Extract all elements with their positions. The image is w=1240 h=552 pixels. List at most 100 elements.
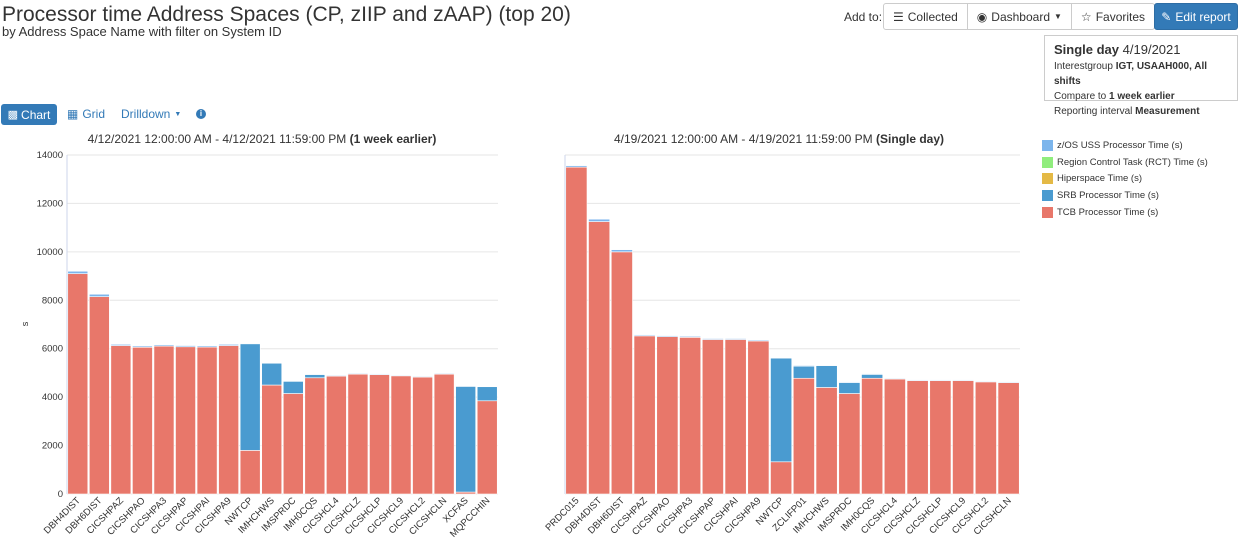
bar-segment[interactable] [974, 381, 997, 495]
bar-segment[interactable] [610, 251, 633, 495]
bar-segment[interactable] [724, 339, 747, 495]
bar-segment[interactable] [304, 377, 326, 495]
legend-item[interactable]: Region Control Task (RCT) Time (s) [1042, 154, 1238, 171]
bar-segment[interactable] [656, 335, 679, 337]
collected-button[interactable]: ☰ Collected [883, 3, 968, 30]
edit-icon: ✎ [1161, 9, 1172, 24]
bar-segment[interactable] [476, 400, 498, 495]
bar-segment[interactable] [347, 373, 369, 375]
bar-segment[interactable] [929, 380, 952, 495]
drilldown-button[interactable]: Drilldown ▼ [121, 107, 181, 121]
bar-segment[interactable] [974, 380, 997, 383]
bar-segment[interactable] [565, 166, 588, 495]
bar-segment[interactable] [175, 345, 196, 348]
bar-segment[interactable] [679, 336, 702, 338]
bar-segment[interactable] [175, 346, 196, 495]
info-icon[interactable]: i [196, 109, 206, 119]
bar-segment[interactable] [369, 373, 390, 375]
bar-segment[interactable] [455, 386, 476, 493]
bar-segment[interactable] [701, 339, 724, 495]
bar-segment[interactable] [997, 381, 1020, 383]
bar-segment[interactable] [390, 375, 412, 495]
bar-segment[interactable] [906, 379, 929, 381]
bar-segment[interactable] [838, 381, 861, 383]
bar-segment[interactable] [952, 380, 975, 495]
bar-segment[interactable] [929, 379, 952, 381]
bar-segment[interactable] [633, 335, 656, 495]
bar-segment[interactable] [153, 345, 175, 495]
bar-segment[interactable] [476, 386, 498, 402]
bar-segment[interactable] [861, 377, 884, 495]
bar-segment[interactable] [239, 343, 261, 451]
edit-report-button[interactable]: ✎ Edit report [1154, 3, 1238, 30]
bar-segment[interactable] [679, 337, 702, 495]
bar-segment[interactable] [588, 218, 611, 222]
chart-title-text: 4/19/2021 12:00:00 AM - 4/19/2021 11:59:… [614, 132, 876, 146]
bar-segment[interactable] [132, 346, 153, 495]
bar-segment[interactable] [239, 450, 261, 495]
chart-view-button[interactable]: ▩ Chart [1, 104, 57, 125]
bar-segment[interactable] [792, 365, 815, 379]
bar-segment[interactable] [588, 221, 611, 495]
bar-segment[interactable] [997, 382, 1020, 495]
bar-segment[interactable] [838, 382, 861, 394]
bar-segment[interactable] [770, 461, 793, 495]
bar-segment[interactable] [282, 381, 304, 394]
bar-segment[interactable] [792, 377, 815, 495]
bar-segment[interactable] [196, 346, 218, 495]
bar-segment[interactable] [347, 373, 369, 495]
bar-segment[interactable] [815, 387, 838, 495]
bar-segment[interactable] [282, 393, 304, 495]
bar-segment[interactable] [153, 344, 175, 347]
legend-item[interactable]: Hiperspace Time (s) [1042, 170, 1238, 187]
bar-segment[interactable] [656, 336, 679, 495]
grid-view-button[interactable]: ▦ Grid [67, 107, 105, 121]
bar-segment[interactable] [633, 334, 656, 337]
bar-segment[interactable] [861, 373, 884, 375]
legend-item[interactable]: TCB Processor Time (s) [1042, 204, 1238, 221]
bar-segment[interactable] [747, 340, 770, 495]
legend-label: SRB Processor Time (s) [1057, 189, 1159, 201]
legend-item[interactable]: z/OS USS Processor Time (s) [1042, 137, 1238, 154]
bar-segment[interactable] [110, 345, 132, 495]
bar-segment[interactable] [110, 344, 132, 346]
bar-segment[interactable] [89, 296, 110, 495]
bar-segment[interactable] [701, 338, 724, 340]
bar-segment[interactable] [218, 344, 239, 346]
bar-segment[interactable] [326, 375, 347, 377]
bar-segment[interactable] [132, 345, 153, 348]
bar-segment[interactable] [261, 384, 283, 495]
bar-segment[interactable] [261, 362, 283, 386]
bar-segment[interactable] [433, 373, 455, 495]
bar-segment[interactable] [218, 345, 239, 495]
bar-segment[interactable] [67, 273, 89, 495]
bar-segment[interactable] [67, 270, 89, 274]
bar-segment[interactable] [724, 338, 747, 340]
bar-segment[interactable] [304, 374, 326, 379]
bar-segment[interactable] [369, 374, 390, 495]
bar-segment[interactable] [390, 374, 412, 377]
bar-segment[interactable] [883, 377, 906, 380]
legend-item[interactable]: SRB Processor Time (s) [1042, 187, 1238, 204]
bar-segment[interactable] [883, 378, 906, 495]
bar-segment[interactable] [412, 376, 433, 495]
bar-segment[interactable] [747, 339, 770, 342]
bar-segment[interactable] [815, 365, 838, 388]
bar-segment[interactable] [906, 380, 929, 495]
bar-segment[interactable] [952, 379, 975, 381]
bar-segment[interactable] [838, 393, 861, 495]
bar-segment[interactable] [770, 357, 793, 463]
bar-segment[interactable] [565, 165, 588, 168]
bar-segment[interactable] [610, 249, 633, 253]
bar-segment[interactable] [861, 374, 884, 379]
bar-segment[interactable] [412, 376, 433, 378]
grid-view-label: Grid [82, 107, 106, 121]
favorites-button[interactable]: ☆ Favorites [1070, 3, 1156, 30]
compare-label: Compare to [1054, 91, 1107, 102]
dashboard-button[interactable]: ◉ Dashboard ▼ [966, 3, 1072, 30]
bar-segment[interactable] [89, 293, 110, 297]
bar-segment[interactable] [792, 365, 815, 367]
bar-segment[interactable] [433, 373, 455, 375]
bar-segment[interactable] [196, 345, 218, 348]
bar-segment[interactable] [326, 375, 347, 495]
